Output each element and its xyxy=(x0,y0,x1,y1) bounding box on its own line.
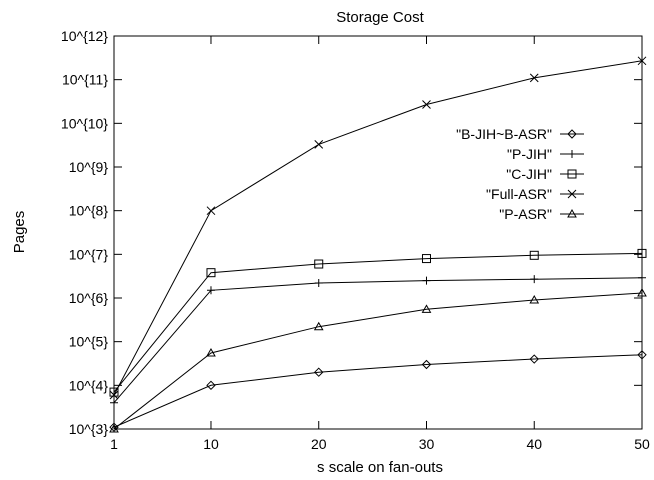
data-point-cross xyxy=(637,56,647,66)
data-point-diamond xyxy=(529,354,539,364)
series-line xyxy=(113,252,643,393)
data-point-plus xyxy=(314,279,323,288)
plot-series xyxy=(109,56,647,433)
x-tick-label: 30 xyxy=(419,436,435,452)
data-point-square xyxy=(421,254,431,264)
data-point-square xyxy=(637,248,647,258)
series-line xyxy=(113,60,643,396)
series-2 xyxy=(109,248,647,397)
x-tick-label: 20 xyxy=(311,436,327,452)
legend-marker-plus xyxy=(568,150,576,158)
legend-marker-square xyxy=(567,169,577,179)
series-3 xyxy=(109,56,647,400)
data-point-plus xyxy=(206,286,215,295)
data-point-square xyxy=(529,250,539,260)
series-line xyxy=(113,277,643,404)
data-point-plus xyxy=(638,273,646,282)
y-tick-label: 10^{5} xyxy=(69,334,109,350)
legend-marker-cross xyxy=(567,189,577,199)
legend-label: "P-ASR" xyxy=(499,206,552,222)
plot-frame xyxy=(113,35,643,430)
x-tick-label: 1 xyxy=(110,436,118,452)
data-point-diamond xyxy=(421,359,432,370)
data-point-diamond xyxy=(109,422,119,432)
legend-label: "P-JIH" xyxy=(507,146,552,162)
y-tick-label: 10^{4} xyxy=(69,377,109,393)
y-tick-label: 10^{8} xyxy=(69,203,109,219)
legend-label: "B-JIH~B-ASR" xyxy=(456,126,552,142)
chart-title: Storage Cost xyxy=(336,9,424,26)
legend: "B-JIH~B-ASR" "P-JIH" "C-JIH" "Full-ASR" "P-… xyxy=(456,126,584,222)
data-point-plus xyxy=(530,275,539,284)
data-point-triangle xyxy=(109,423,119,433)
data-point-square xyxy=(206,268,216,278)
data-point-plus xyxy=(422,276,431,285)
series-line xyxy=(113,292,643,430)
y-tick-label: 10^{6} xyxy=(69,290,109,306)
y-tick-label: 10^{3} xyxy=(69,421,109,437)
data-point-cross xyxy=(422,100,431,109)
data-point-cross xyxy=(109,390,119,400)
x-tick-label: 50 xyxy=(634,436,650,452)
x-tick-label: 10 xyxy=(203,436,219,452)
data-point-square xyxy=(109,387,119,397)
y-tick-label: 10^{12} xyxy=(61,28,108,44)
data-point-cross xyxy=(206,206,216,216)
series-1 xyxy=(110,273,646,407)
data-point-cross xyxy=(529,73,539,83)
series-4 xyxy=(109,288,647,433)
data-point-diamond xyxy=(206,380,216,391)
legend-label: "Full-ASR" xyxy=(486,186,552,202)
data-point-diamond xyxy=(314,367,324,377)
data-point-triangle xyxy=(421,304,432,313)
y-tick-label: 10^{9} xyxy=(69,159,109,175)
data-point-diamond xyxy=(637,350,647,360)
legend-label: "C-JIH" xyxy=(506,166,552,182)
data-point-triangle xyxy=(206,347,216,357)
data-point-plus xyxy=(110,398,118,407)
series-0 xyxy=(109,350,647,432)
data-point-cross xyxy=(314,140,324,149)
data-point-triangle xyxy=(637,288,647,297)
data-point-triangle xyxy=(313,321,324,331)
series-line xyxy=(113,354,643,428)
data-point-square xyxy=(314,259,324,269)
legend-marker-triangle xyxy=(567,208,577,218)
y-tick-label: 10^{7} xyxy=(69,246,109,262)
y-tick-label: 10^{10} xyxy=(61,115,108,131)
data-point-triangle xyxy=(529,294,540,304)
x-tick-label: 40 xyxy=(526,436,542,452)
y-tick-label: 10^{11} xyxy=(62,72,108,88)
axis-ticks: 10^{3} 10^{4} 10^{5} 10^{6} 10^{7} 10^{8} 10^{… xyxy=(61,28,650,452)
x-axis-label: s scale on fan-outs xyxy=(317,459,443,476)
legend-marker-diamond xyxy=(567,129,577,139)
y-axis-label: Pages xyxy=(11,211,28,254)
